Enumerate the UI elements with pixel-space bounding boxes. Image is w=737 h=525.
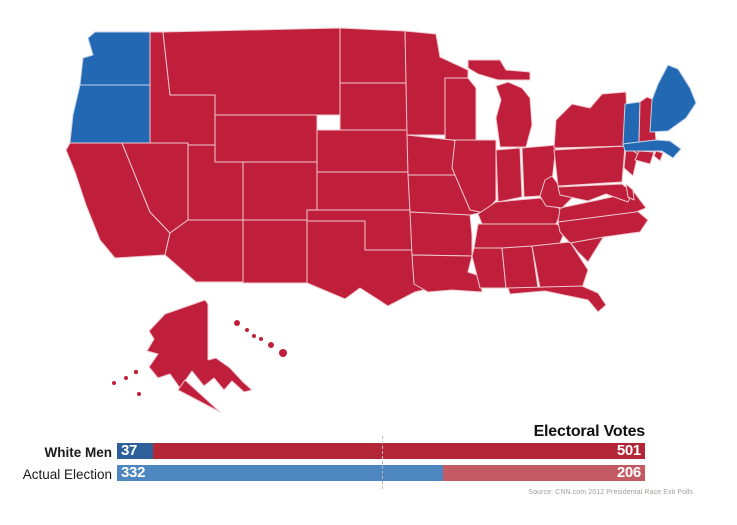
state-TN	[473, 223, 567, 249]
island-AK-aleutian-2	[124, 376, 128, 380]
state-CT	[634, 150, 655, 165]
bar-white-men: 37 501	[117, 443, 645, 459]
state-MD	[557, 183, 633, 203]
row-label-actual-election: Actual Election	[22, 467, 112, 482]
state-AK	[146, 299, 253, 393]
white-men-rep-segment: 501	[153, 443, 645, 459]
white-men-dem-value: 37	[121, 442, 138, 459]
island-AK-aleutian-3	[112, 381, 116, 385]
state-MA	[622, 139, 682, 159]
state-TX	[306, 220, 433, 307]
chart-title: Electoral Votes	[533, 423, 646, 440]
island-HI-3	[252, 334, 256, 338]
white-men-rep-value: 501	[616, 442, 641, 459]
state-LA	[411, 254, 483, 293]
island-AK-aleutian-1	[133, 369, 139, 375]
state-MS	[471, 247, 507, 289]
state-GA	[531, 241, 589, 289]
island-HI-6	[279, 349, 287, 357]
actual-election-dem-segment: 332	[117, 465, 443, 481]
row-label-white-men: White Men	[44, 445, 113, 460]
state-IN	[495, 147, 523, 203]
state-ND	[339, 27, 408, 84]
state-SD	[339, 82, 411, 131]
state-WI	[444, 77, 477, 141]
state-OR	[69, 84, 151, 144]
island-HI-1	[234, 320, 240, 326]
us-electoral-map	[65, 27, 697, 413]
island-HI-2	[245, 328, 249, 332]
state-NJ	[623, 146, 639, 177]
state-WY	[214, 114, 318, 163]
bar-actual-election: 332 206	[117, 465, 645, 481]
island-HI-4	[259, 337, 263, 341]
state-AL	[501, 245, 539, 289]
actual-election-rep-value: 206	[616, 464, 641, 481]
state-AR	[409, 211, 473, 257]
state-PA	[553, 145, 626, 187]
state-NM	[242, 219, 308, 284]
white-men-dem-segment: 37	[117, 442, 154, 459]
actual-election-rep-segment: 206	[442, 464, 645, 481]
state-WA	[79, 31, 151, 86]
state-DE	[625, 183, 635, 201]
270-votes-threshold-line	[381, 436, 383, 489]
state-MI	[495, 81, 533, 148]
actual-election-dem-value: 332	[121, 464, 146, 481]
state-ME	[649, 64, 697, 133]
state-FL	[507, 285, 607, 313]
state-RI	[653, 150, 664, 162]
state-VT	[622, 101, 641, 145]
state-CO	[242, 161, 318, 221]
island-HI-5	[268, 342, 274, 348]
source-text: Source: CNN.com 2012 Presidental Race Ex…	[528, 489, 693, 496]
state-MI-UP	[467, 59, 531, 81]
island-AK-aleutian-4	[137, 392, 141, 396]
state-NY	[553, 91, 629, 149]
state-AZ	[164, 219, 244, 283]
state-AK-tail	[177, 379, 221, 413]
